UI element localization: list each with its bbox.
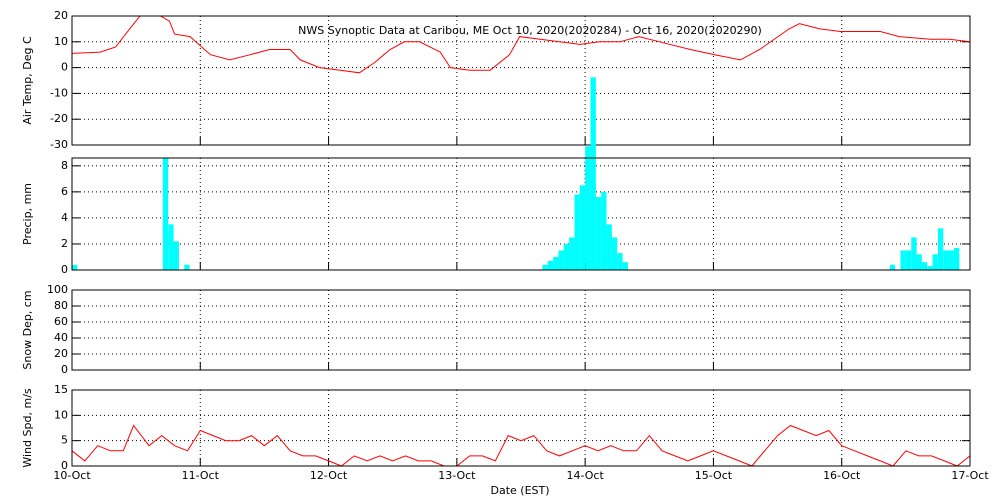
bar (585, 146, 591, 270)
y-tick-label: 2 (61, 237, 68, 250)
bar (937, 228, 944, 270)
bar (162, 158, 169, 270)
bar (611, 237, 618, 270)
x-tick-label: 14-Oct (566, 469, 604, 482)
bar (622, 262, 628, 270)
bar (542, 264, 548, 270)
bar (601, 191, 607, 270)
x-tick-label: 11-Oct (182, 469, 220, 482)
y-tick-label: 8 (61, 159, 68, 172)
y-tick-label: 10 (54, 408, 68, 421)
y-tick-label: 10 (54, 35, 68, 48)
bar (953, 247, 960, 270)
x-tick-label: 10-Oct (53, 469, 91, 482)
x-axis-label: Date (EST) (490, 484, 549, 497)
y-tick-label: 0 (61, 263, 68, 276)
y-axis-label: Snow Dep, cm (21, 290, 34, 369)
bar (574, 194, 580, 270)
bar (590, 77, 596, 270)
bar (547, 260, 554, 270)
panel-frame (71, 15, 971, 146)
y-tick-label: 15 (54, 383, 68, 396)
y-tick-label: 20 (54, 347, 68, 360)
y-tick-label: 0 (61, 459, 68, 472)
y-tick-label: 5 (61, 434, 68, 447)
bar (943, 250, 949, 270)
x-tick-label: 16-Oct (823, 469, 861, 482)
bar (168, 224, 174, 270)
data-line (71, 424, 971, 467)
bar (617, 253, 623, 270)
y-tick-label: 20 (54, 9, 68, 22)
bar (184, 264, 190, 270)
bar (916, 254, 922, 270)
x-tick-label: 12-Oct (310, 469, 348, 482)
y-tick-label: 40 (54, 331, 68, 344)
y-tick-label: -20 (50, 112, 68, 125)
y-tick-label: 80 (54, 299, 68, 312)
y-tick-label: 60 (54, 315, 68, 328)
bar (553, 256, 559, 270)
chart-title: NWS Synoptic Data at Caribou, ME Oct 10,… (298, 24, 762, 37)
x-tick-label: 15-Oct (695, 469, 733, 482)
y-tick-label: 100 (47, 283, 68, 296)
x-tick-label: 17-Oct (951, 469, 989, 482)
bar (72, 264, 78, 270)
x-tick-label: 13-Oct (438, 469, 476, 482)
bar (558, 250, 564, 270)
bar (606, 224, 612, 270)
data-line (71, 15, 971, 74)
bar (569, 237, 575, 270)
y-tick-label: 0 (61, 61, 68, 74)
panel-frame (71, 157, 971, 271)
panel-frame (71, 289, 971, 371)
bar (889, 264, 896, 270)
y-tick-label: 4 (61, 211, 68, 224)
y-axis-label: Precip, mm (21, 183, 34, 245)
y-tick-label: 6 (61, 185, 68, 198)
y-tick-label: -10 (50, 86, 68, 99)
bar (900, 250, 906, 270)
y-axis-label: Air Temp, Deg C (21, 36, 34, 125)
bar (173, 241, 179, 270)
bar (579, 185, 586, 270)
bar (948, 250, 954, 270)
bar (905, 250, 912, 270)
panel-frame (71, 389, 971, 467)
bar (595, 197, 602, 270)
bar (563, 243, 570, 270)
bar (921, 262, 928, 270)
y-tick-label: 0 (61, 363, 68, 376)
y-axis-label: Wind Spd, m/s (21, 388, 34, 468)
y-tick-label: -30 (50, 138, 68, 151)
bar (927, 266, 933, 270)
bar (911, 237, 917, 270)
bar (932, 254, 938, 270)
